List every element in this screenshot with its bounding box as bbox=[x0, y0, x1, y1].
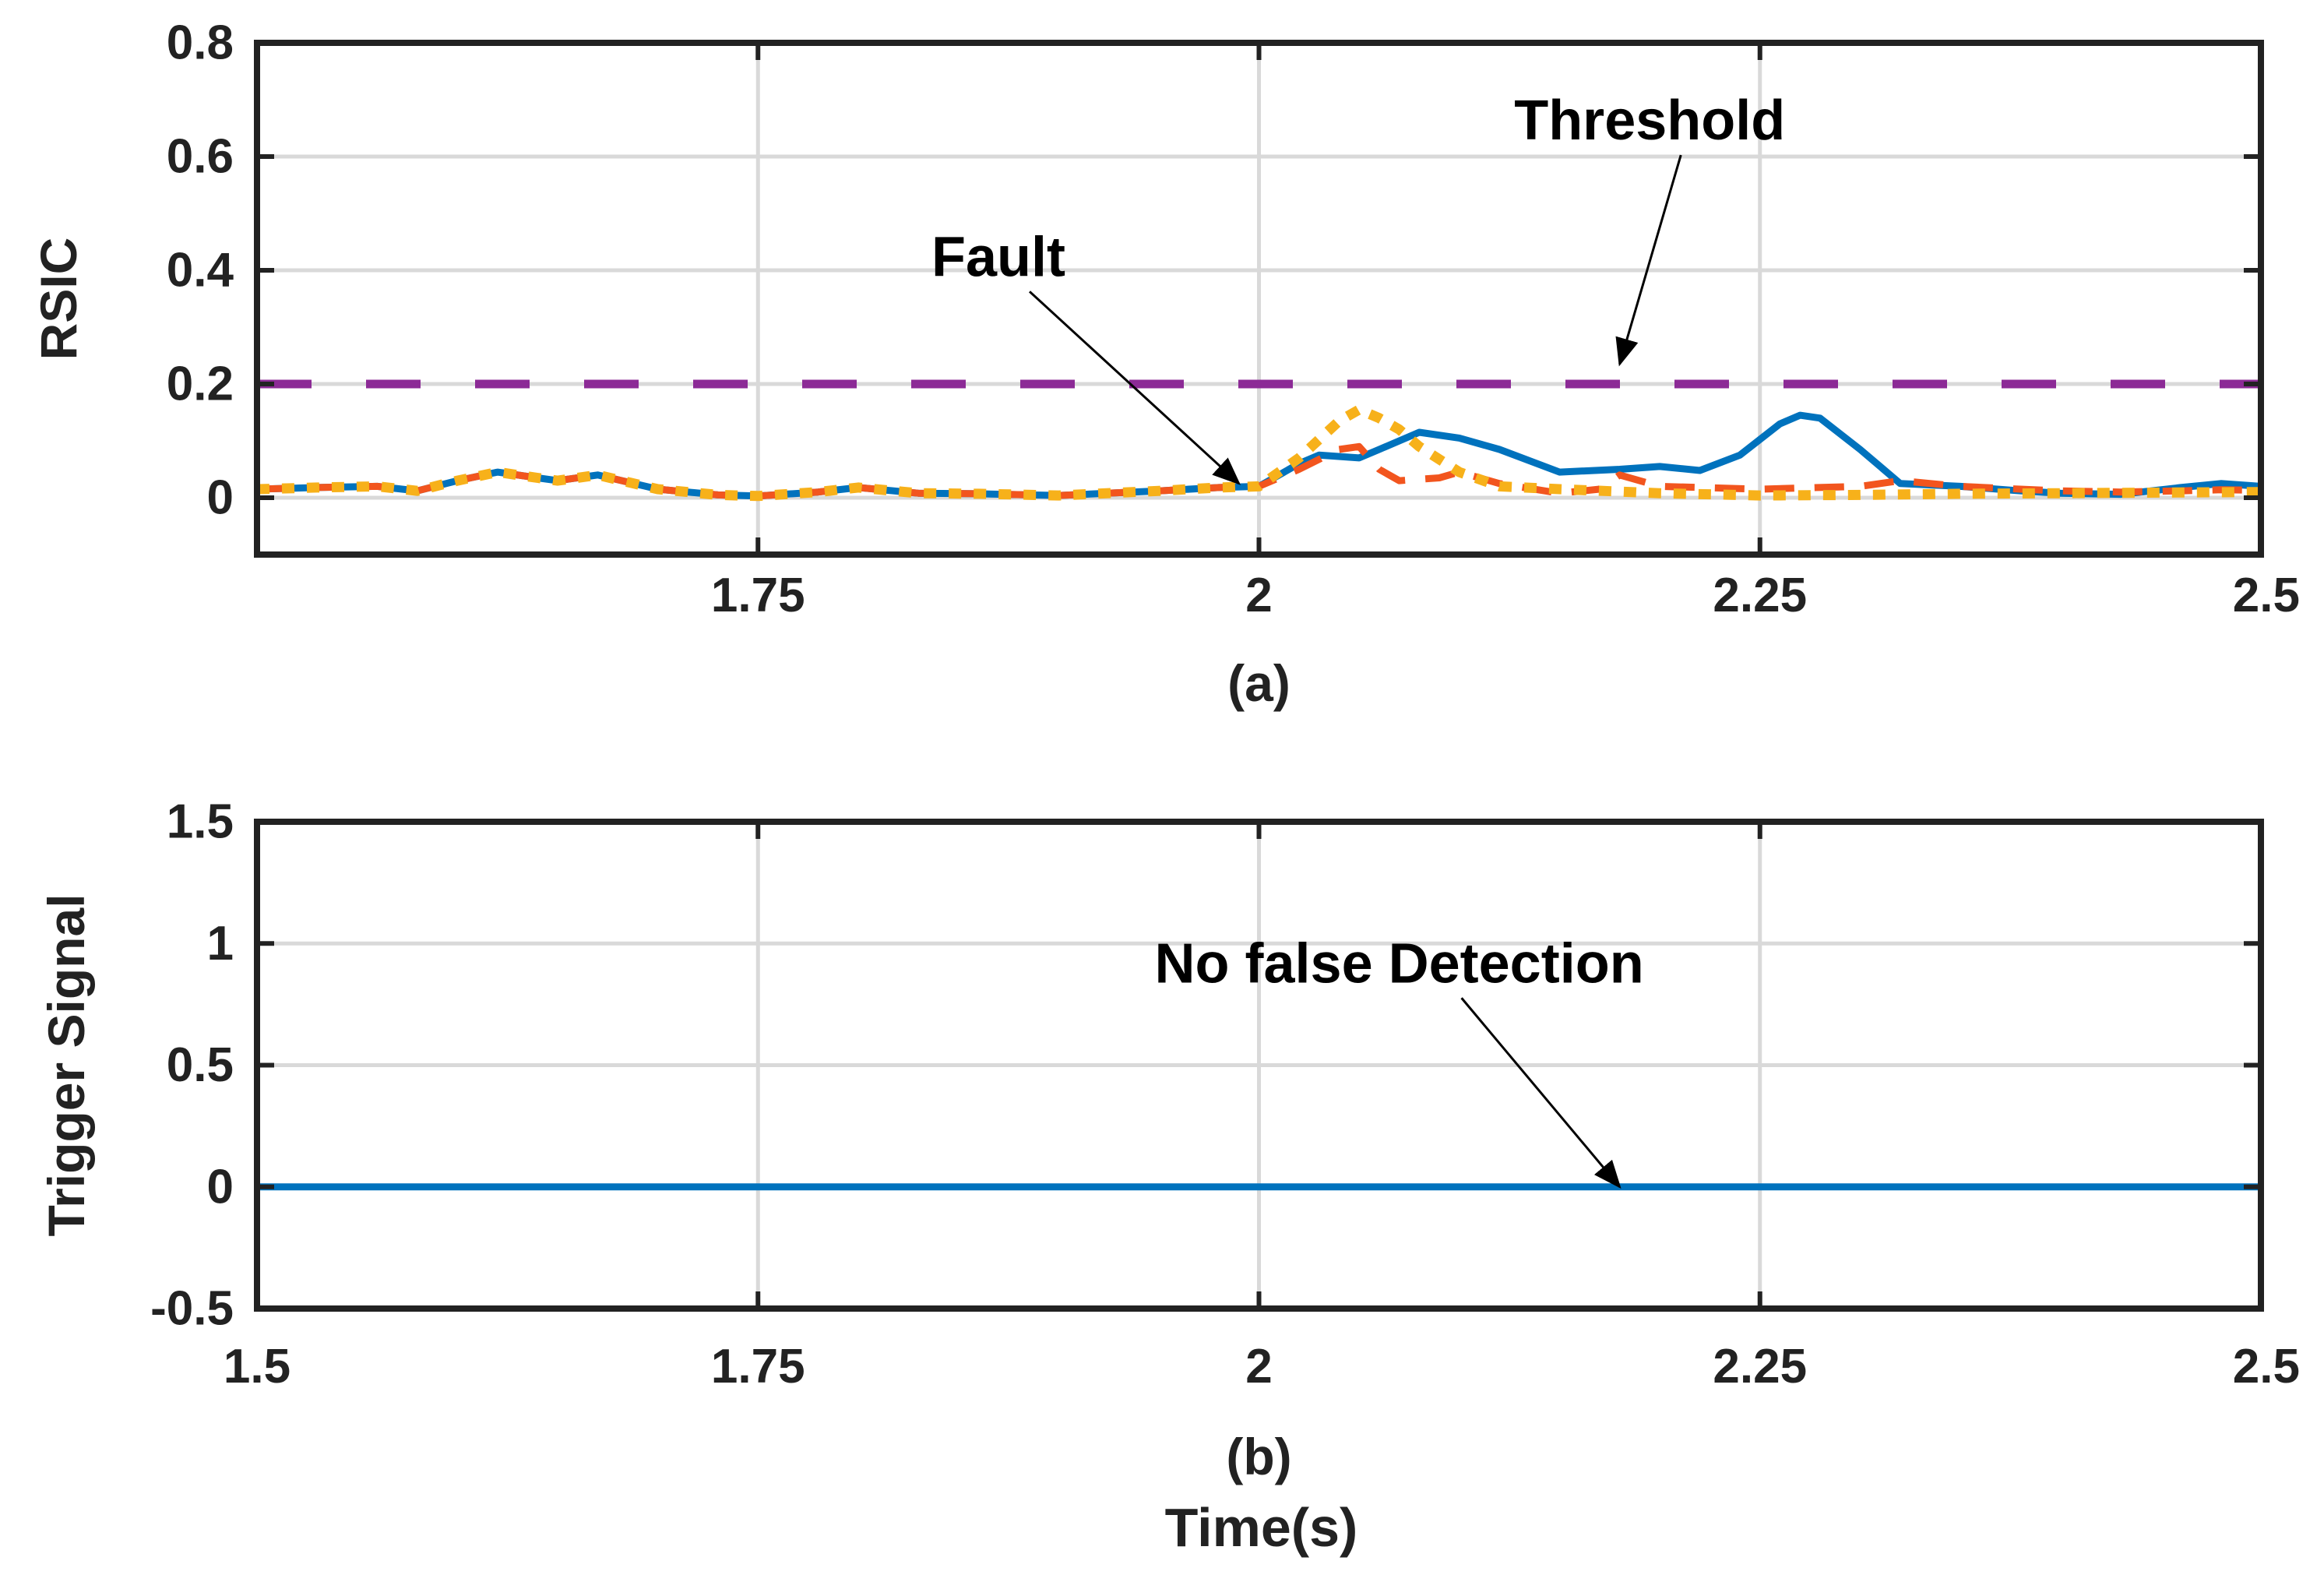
x-tick-label: 2.25 bbox=[1713, 1340, 1807, 1393]
x-axis-label: Time(s) bbox=[1165, 1497, 1358, 1558]
y-tick-label: 0 bbox=[207, 1160, 234, 1214]
y-tick-label: 0.4 bbox=[167, 244, 234, 298]
annotation-arrow bbox=[1460, 997, 1622, 1189]
annotation-arrow bbox=[1615, 154, 1682, 367]
x-tick-label: 1.5 bbox=[224, 1340, 290, 1393]
y-axis-label: Trigger Signal bbox=[37, 893, 95, 1236]
y-tick-label: 1.5 bbox=[167, 795, 234, 849]
y-tick-label: -0.5 bbox=[150, 1282, 234, 1336]
x-tick-label: 1.75 bbox=[711, 1340, 805, 1393]
annotation-arrow bbox=[1028, 291, 1241, 485]
x-tick-label: 2.5 bbox=[2233, 569, 2300, 622]
y-axis-label: RSIC bbox=[30, 238, 87, 361]
x-tick-label: 2.5 bbox=[2233, 1340, 2300, 1393]
series-line-rsic-phase-3 bbox=[257, 404, 2261, 502]
x-tick-label: 1.75 bbox=[711, 569, 805, 622]
y-tick-label: 0.8 bbox=[167, 16, 234, 70]
annotation-label: No false Detection bbox=[1155, 932, 1644, 995]
y-tick-label: 1 bbox=[207, 917, 234, 971]
x-tick-label: 2 bbox=[1245, 1340, 1272, 1393]
y-tick-label: 0.2 bbox=[167, 358, 234, 411]
chart-panel-a: 0 0.2 0.4 0.6 0.8 1.75 2 2.25 2.5 RSIC (a) Threshol… bbox=[30, 16, 2300, 713]
x-tick-label: 2.25 bbox=[1713, 569, 1807, 622]
y-tick-label: 0.5 bbox=[167, 1038, 234, 1092]
y-tick-label: 0.6 bbox=[167, 130, 234, 184]
chart-panel-b: -0.5 0 0.5 1 1.5 1.5 1.75 2 2.25 2.5 Trigger Signa… bbox=[37, 795, 2300, 1559]
panel-caption: (b) bbox=[1226, 1428, 1291, 1485]
x-tick-label: 2 bbox=[1245, 569, 1272, 622]
annotation-label: Fault bbox=[931, 226, 1065, 288]
y-tick-label: 0 bbox=[207, 471, 234, 525]
series-group bbox=[257, 379, 2261, 502]
panel-caption: (a) bbox=[1227, 654, 1291, 712]
annotation-label: Threshold bbox=[1514, 90, 1785, 152]
